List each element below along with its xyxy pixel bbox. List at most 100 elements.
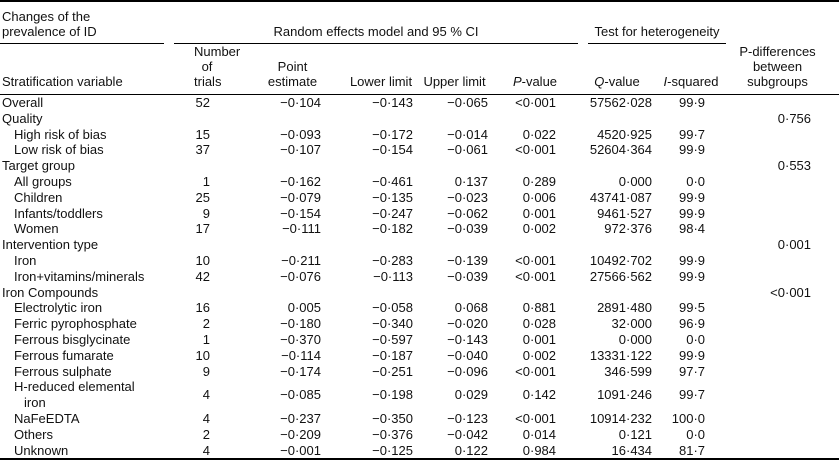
cell-number-of-trials: 42 (195, 268, 210, 284)
table-row: Women 17 −0·111 −0·182 −0·039 0·002 972·… (0, 221, 839, 237)
cell-point-estimate: −0·076 (280, 268, 321, 284)
cell-q-value: 10492·702 (589, 252, 653, 268)
cell-i-squared: 99·9 (678, 189, 706, 205)
table-row: Overall 52 −0·104 −0·143 −0·065 <0·001 5… (0, 95, 839, 111)
cell-stratification-variable: Iron+vitamins/minerals (14, 268, 145, 284)
table-row: All groups 1 −0·162 −0·461 0·137 0·289 0… (0, 174, 839, 190)
cell-number-of-trials: 10 (195, 347, 210, 363)
cell-number-of-trials: 37 (195, 142, 210, 158)
table-header: Changes of the prevalence of ID Random e… (0, 1, 839, 95)
cell-i-squared: 99·9 (678, 252, 706, 268)
cell-p-value: <0·001 (515, 252, 557, 268)
cell-point-estimate: −0·079 (280, 189, 321, 205)
table-row: Target group 0·553 (0, 158, 839, 174)
cell-stratification-variable: Ferrous bisglycinate (14, 331, 131, 347)
cell-point-estimate (220, 237, 325, 253)
cell-p-differences (726, 190, 839, 206)
cell-point-estimate: −0·001 (280, 442, 321, 458)
cell-i-squared: 99·9 (678, 142, 706, 158)
cell-p-value: 0·881 (522, 300, 557, 316)
cell-i-squared: 81·7 (678, 442, 706, 458)
cell-p-differences (726, 142, 839, 158)
col-header-i-squared: I-squared (656, 44, 727, 95)
cell-number-of-trials: 4 (202, 442, 210, 458)
cell-point-estimate: 0·005 (287, 300, 321, 316)
cell-i-squared (656, 285, 726, 301)
cell-i-squared: 99·7 (678, 126, 706, 142)
cell-i-squared: 100·0 (671, 410, 706, 426)
cell-point-estimate: −0·093 (280, 126, 321, 142)
cell-number-of-trials: 2 (202, 426, 210, 442)
cell-p-value: 0·001 (522, 205, 557, 221)
cell-point-estimate: −0·154 (280, 205, 321, 221)
cell-p-differences (726, 253, 839, 269)
cell-i-squared: 0·0 (686, 173, 706, 189)
cell-number-of-trials: 15 (195, 126, 210, 142)
cell-i-squared: 99·5 (678, 300, 706, 316)
cell-point-estimate: −0·085 (280, 387, 321, 403)
cell-number-of-trials: 4 (202, 410, 210, 426)
cell-stratification-variable: H-reduced elemental iron (14, 379, 135, 411)
cell-q-value (578, 285, 656, 301)
cell-upper-limit: −0·020 (447, 316, 488, 332)
table-row: Iron 10 −0·211 −0·283 −0·139 <0·001 1049… (0, 253, 839, 269)
cell-lower-limit: −0·182 (372, 221, 413, 237)
cell-i-squared: 99·9 (678, 95, 706, 110)
cell-i-squared: 97·7 (678, 363, 706, 379)
table-row: Ferrous fumarate 10 −0·114 −0·187 −0·040… (0, 348, 839, 364)
cell-number-of-trials (170, 285, 220, 301)
cell-number-of-trials: 16 (195, 300, 210, 316)
group-header-random-effects: Random effects model and 95 % CI (170, 1, 579, 44)
cell-p-value: 0·984 (522, 442, 557, 458)
table-caption-cell: Changes of the prevalence of ID (0, 1, 170, 44)
cell-lower-limit (325, 237, 417, 253)
cell-p-value (492, 111, 578, 127)
cell-p-differences (726, 364, 839, 380)
cell-q-value: 2891·480 (597, 300, 653, 316)
cell-q-value: 9461·527 (597, 205, 653, 221)
table-row: Low risk of bias 37 −0·107 −0·154 −0·061… (0, 142, 839, 158)
cell-upper-limit (417, 158, 492, 174)
cell-p-differences (726, 206, 839, 222)
cell-p-differences (726, 348, 839, 364)
cell-q-value: 43741·087 (589, 189, 653, 205)
table-row: Iron Compounds <0·001 (0, 285, 839, 301)
cell-lower-limit: −0·058 (372, 300, 413, 316)
cell-q-value: 0·000 (618, 173, 653, 189)
q-value-rest: -value (604, 74, 640, 89)
cell-i-squared (656, 111, 726, 127)
cell-p-value: <0·001 (515, 95, 557, 110)
cell-p-differences (726, 332, 839, 348)
cell-p-differences: 0·553 (777, 158, 812, 174)
table-row: Ferrous bisglycinate 1 −0·370 −0·597 −0·… (0, 332, 839, 348)
heterogeneity-label: Test for heterogeneity (594, 24, 720, 39)
cell-lower-limit: −0·135 (372, 189, 413, 205)
cell-point-estimate: −0·211 (281, 252, 321, 268)
cell-lower-limit: −0·340 (372, 316, 413, 332)
table-row: Infants/toddlers 9 −0·154 −0·247 −0·062 … (0, 206, 839, 222)
cell-lower-limit: −0·350 (372, 410, 413, 426)
col-header-stratification: Stratification variable (0, 44, 170, 95)
cell-upper-limit: 0·122 (454, 442, 488, 458)
cell-p-value (492, 158, 578, 174)
cell-p-value: 0·142 (522, 387, 557, 403)
table-row: Electrolytic iron 16 0·005 −0·058 0·068 … (0, 300, 839, 316)
cell-upper-limit (417, 285, 492, 301)
cell-p-differences (726, 411, 839, 427)
cell-upper-limit: −0·039 (447, 221, 488, 237)
cell-p-value: <0·001 (515, 410, 557, 426)
cell-point-estimate: −0·237 (280, 410, 321, 426)
heterogeneity-rule: Test for heterogeneity (588, 24, 727, 44)
cell-p-differences (726, 427, 839, 443)
cell-p-value (492, 285, 578, 301)
cell-p-differences (726, 316, 839, 332)
cell-upper-limit: −0·039 (447, 268, 488, 284)
cell-point-estimate: −0·162 (280, 173, 321, 189)
header-column-row: Stratification variable Number of trials… (0, 44, 839, 95)
cell-lower-limit: −0·597 (372, 331, 413, 347)
p-value-italic: P (512, 74, 522, 89)
cell-i-squared: 99·9 (678, 205, 706, 221)
cell-stratification-variable: Iron (14, 252, 37, 268)
cell-number-of-trials: 9 (202, 205, 210, 221)
cell-stratification-variable: Quality (2, 110, 43, 126)
